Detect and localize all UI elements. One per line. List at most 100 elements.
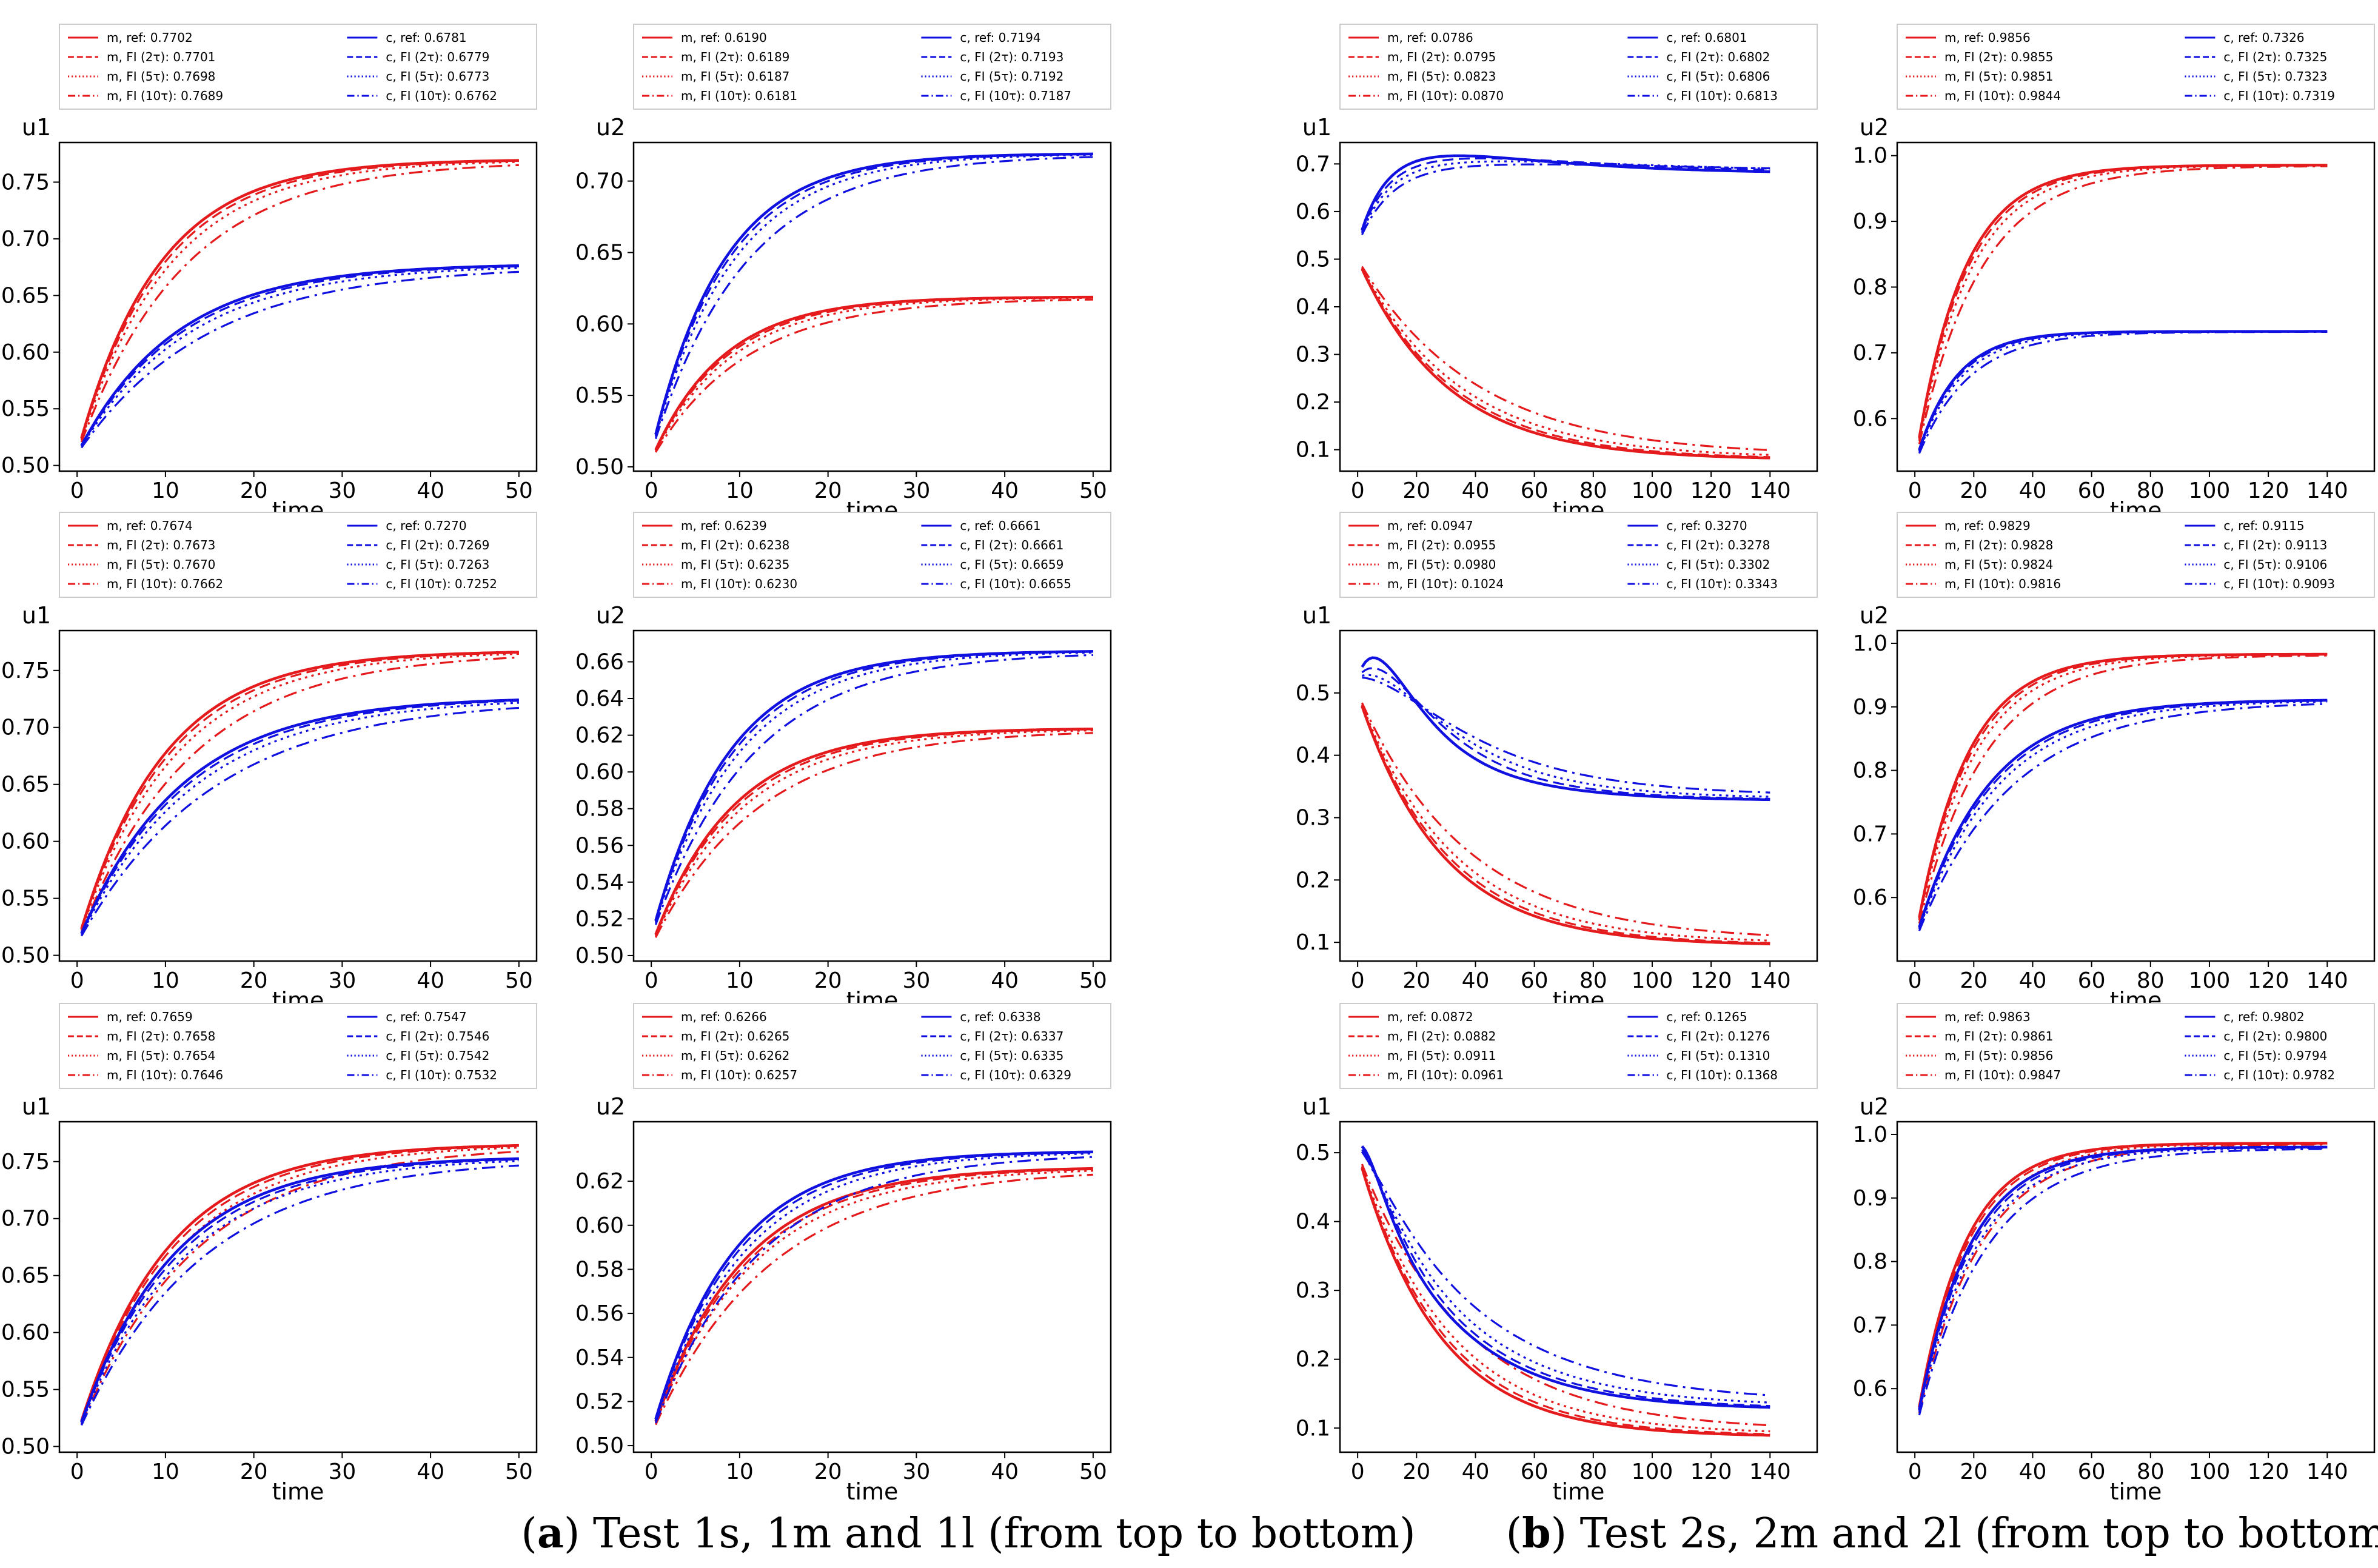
x-tick-label: 60: [1521, 478, 1549, 503]
y-tick-label: 0.8: [1853, 759, 1887, 783]
y-axis-label: u1: [1302, 602, 1331, 629]
x-tick-label: 40: [1462, 968, 1490, 993]
legend-label-c-fi10: c, FI (10τ): 0.7319: [2223, 89, 2335, 103]
y-tick-label: 0.6: [1296, 199, 1330, 224]
series-c-ref: [80, 699, 519, 934]
series-c-ref: [80, 264, 519, 447]
legend-label-m-ref: m, ref: 0.9863: [1944, 1010, 2031, 1024]
x-tick-label: 120: [2248, 1459, 2289, 1484]
series-m-fi10: [654, 732, 1093, 938]
legend-label-m-fi5: m, FI (5τ): 0.7698: [107, 69, 215, 84]
series-m-fi2: [1918, 164, 2328, 440]
legend-a-1m-u1: m, ref: 0.7674 m, FI (2τ): 0.7673 m, FI (5…: [59, 512, 537, 598]
legend-frame: [1897, 512, 2375, 598]
series-c-fi10: [1918, 703, 2328, 931]
legend-label-c-fi10: c, FI (10τ): 0.6762: [386, 89, 497, 103]
series-group: [1361, 154, 1770, 460]
x-tick-label: 0: [1351, 1459, 1365, 1484]
legend-label-c-ref: c, ref: 0.7194: [960, 30, 1040, 45]
legend-frame: [59, 24, 537, 110]
series-c-fi2: [654, 651, 1093, 922]
series-c-fi10: [654, 1156, 1093, 1424]
legend-label-m-ref: m, ref: 0.7702: [107, 30, 193, 45]
y-tick-label: 0.50: [575, 1433, 624, 1458]
series-m-fi10: [654, 1173, 1093, 1426]
legend-label-m-fi10: m, FI (10τ): 0.9847: [1944, 1068, 2061, 1082]
series-c-ref: [1361, 656, 1770, 802]
y-tick-label: 0.58: [575, 797, 624, 822]
y-tick-label: 0.2: [1296, 868, 1330, 893]
legend-label-m-fi2: m, FI (2τ): 0.6265: [681, 1029, 789, 1044]
y-tick-label: 0.55: [1, 397, 50, 421]
x-tick-label: 10: [726, 968, 754, 993]
y-tick-label: 0.50: [1, 1435, 50, 1459]
series-m-fi10: [1918, 654, 2328, 924]
series-group: [1361, 1145, 1770, 1437]
series-c-fi2: [1361, 1149, 1770, 1407]
x-tick-label: 30: [902, 478, 930, 503]
series-c-fi10: [1361, 163, 1770, 235]
x-tick-label: 140: [2306, 1459, 2348, 1484]
series-m-fi10: [80, 656, 519, 933]
y-tick-label: 0.50: [575, 455, 624, 480]
series-c-fi5: [654, 651, 1093, 923]
series-c-fi10: [1918, 330, 2328, 454]
y-tick-label: 0.2: [1296, 390, 1330, 415]
series-c-fi2: [654, 153, 1093, 436]
x-tick-label: 140: [2306, 968, 2348, 993]
series-c-ref: [1361, 154, 1770, 231]
x-tick-label: 0: [1908, 968, 1922, 993]
legend-label-m-ref: m, ref: 0.0786: [1387, 30, 1473, 45]
y-tick-label: 0.6: [1853, 1376, 1887, 1401]
axes-frame: [1896, 141, 2376, 472]
legend-frame: [1897, 1003, 2375, 1089]
x-tick-label: 40: [991, 968, 1019, 993]
legend-frame: [1897, 24, 2375, 110]
y-tick-label: 0.7: [1853, 341, 1887, 366]
x-tick-label: 20: [1960, 478, 1988, 503]
legend-b-2l-u2: m, ref: 0.9863 m, FI (2τ): 0.9861 m, FI (5…: [1897, 1003, 2375, 1089]
legend-label-m-fi2: m, FI (2τ): 0.6238: [681, 538, 789, 552]
series-m-fi5: [1918, 1142, 2328, 1410]
x-tick-label: 0: [645, 968, 658, 993]
legend-frame: [1339, 512, 1818, 598]
axes-frame: [1896, 629, 2376, 962]
legend-label-m-fi2: m, FI (2τ): 0.9828: [1944, 538, 2053, 552]
legend-label-c-fi2: c, FI (2τ): 0.6802: [1666, 50, 1770, 64]
x-tick-label: 120: [1690, 1459, 1732, 1484]
y-tick-label: 0.70: [1, 715, 50, 740]
x-tick-label: 50: [1079, 968, 1107, 993]
x-axis-label: time: [846, 1478, 899, 1505]
x-tick-label: 40: [1462, 1459, 1490, 1484]
x-tick-label: 30: [328, 1459, 356, 1484]
series-m-fi10: [655, 298, 1093, 453]
y-axis-label: u2: [1860, 114, 1889, 141]
legend-label-m-fi10: m, FI (10τ): 0.9816: [1944, 577, 2061, 591]
legend-label-c-ref: c, ref: 0.6801: [1666, 30, 1747, 45]
y-tick-label: 0.5: [1296, 1141, 1330, 1165]
series-m-fi10: [80, 164, 519, 443]
series-c-fi10: [81, 706, 520, 937]
y-tick-label: 0.1: [1296, 438, 1330, 463]
series-c-fi5: [1918, 1147, 2328, 1413]
y-axis-label: u2: [596, 114, 625, 141]
y-tick-label: 0.7: [1853, 1313, 1887, 1338]
x-tick-label: 120: [1690, 968, 1732, 993]
legend-a-1l-u1: m, ref: 0.7659 m, FI (2τ): 0.7658 m, FI (5…: [59, 1003, 537, 1089]
x-tick-label: 20: [240, 968, 268, 993]
axes-frame: [1339, 629, 1818, 962]
series-m-fi5: [80, 652, 519, 931]
x-tick-label: 140: [1749, 1459, 1791, 1484]
series-group: [80, 1144, 519, 1426]
x-tick-label: 120: [2248, 478, 2289, 503]
y-tick-label: 0.70: [1, 1207, 50, 1231]
legend-label-c-fi2: c, FI (2τ): 0.6779: [386, 50, 489, 64]
x-tick-label: 40: [1462, 478, 1490, 503]
y-tick-label: 0.60: [1, 829, 50, 854]
series-c-fi2: [80, 700, 519, 934]
legend-frame: [59, 1003, 537, 1089]
legend-label-m-fi2: m, FI (2τ): 0.7673: [107, 538, 215, 552]
series-m-fi5: [1361, 704, 1770, 942]
y-tick-label: 0.7: [1296, 152, 1330, 176]
series-m-ref: [80, 651, 519, 930]
